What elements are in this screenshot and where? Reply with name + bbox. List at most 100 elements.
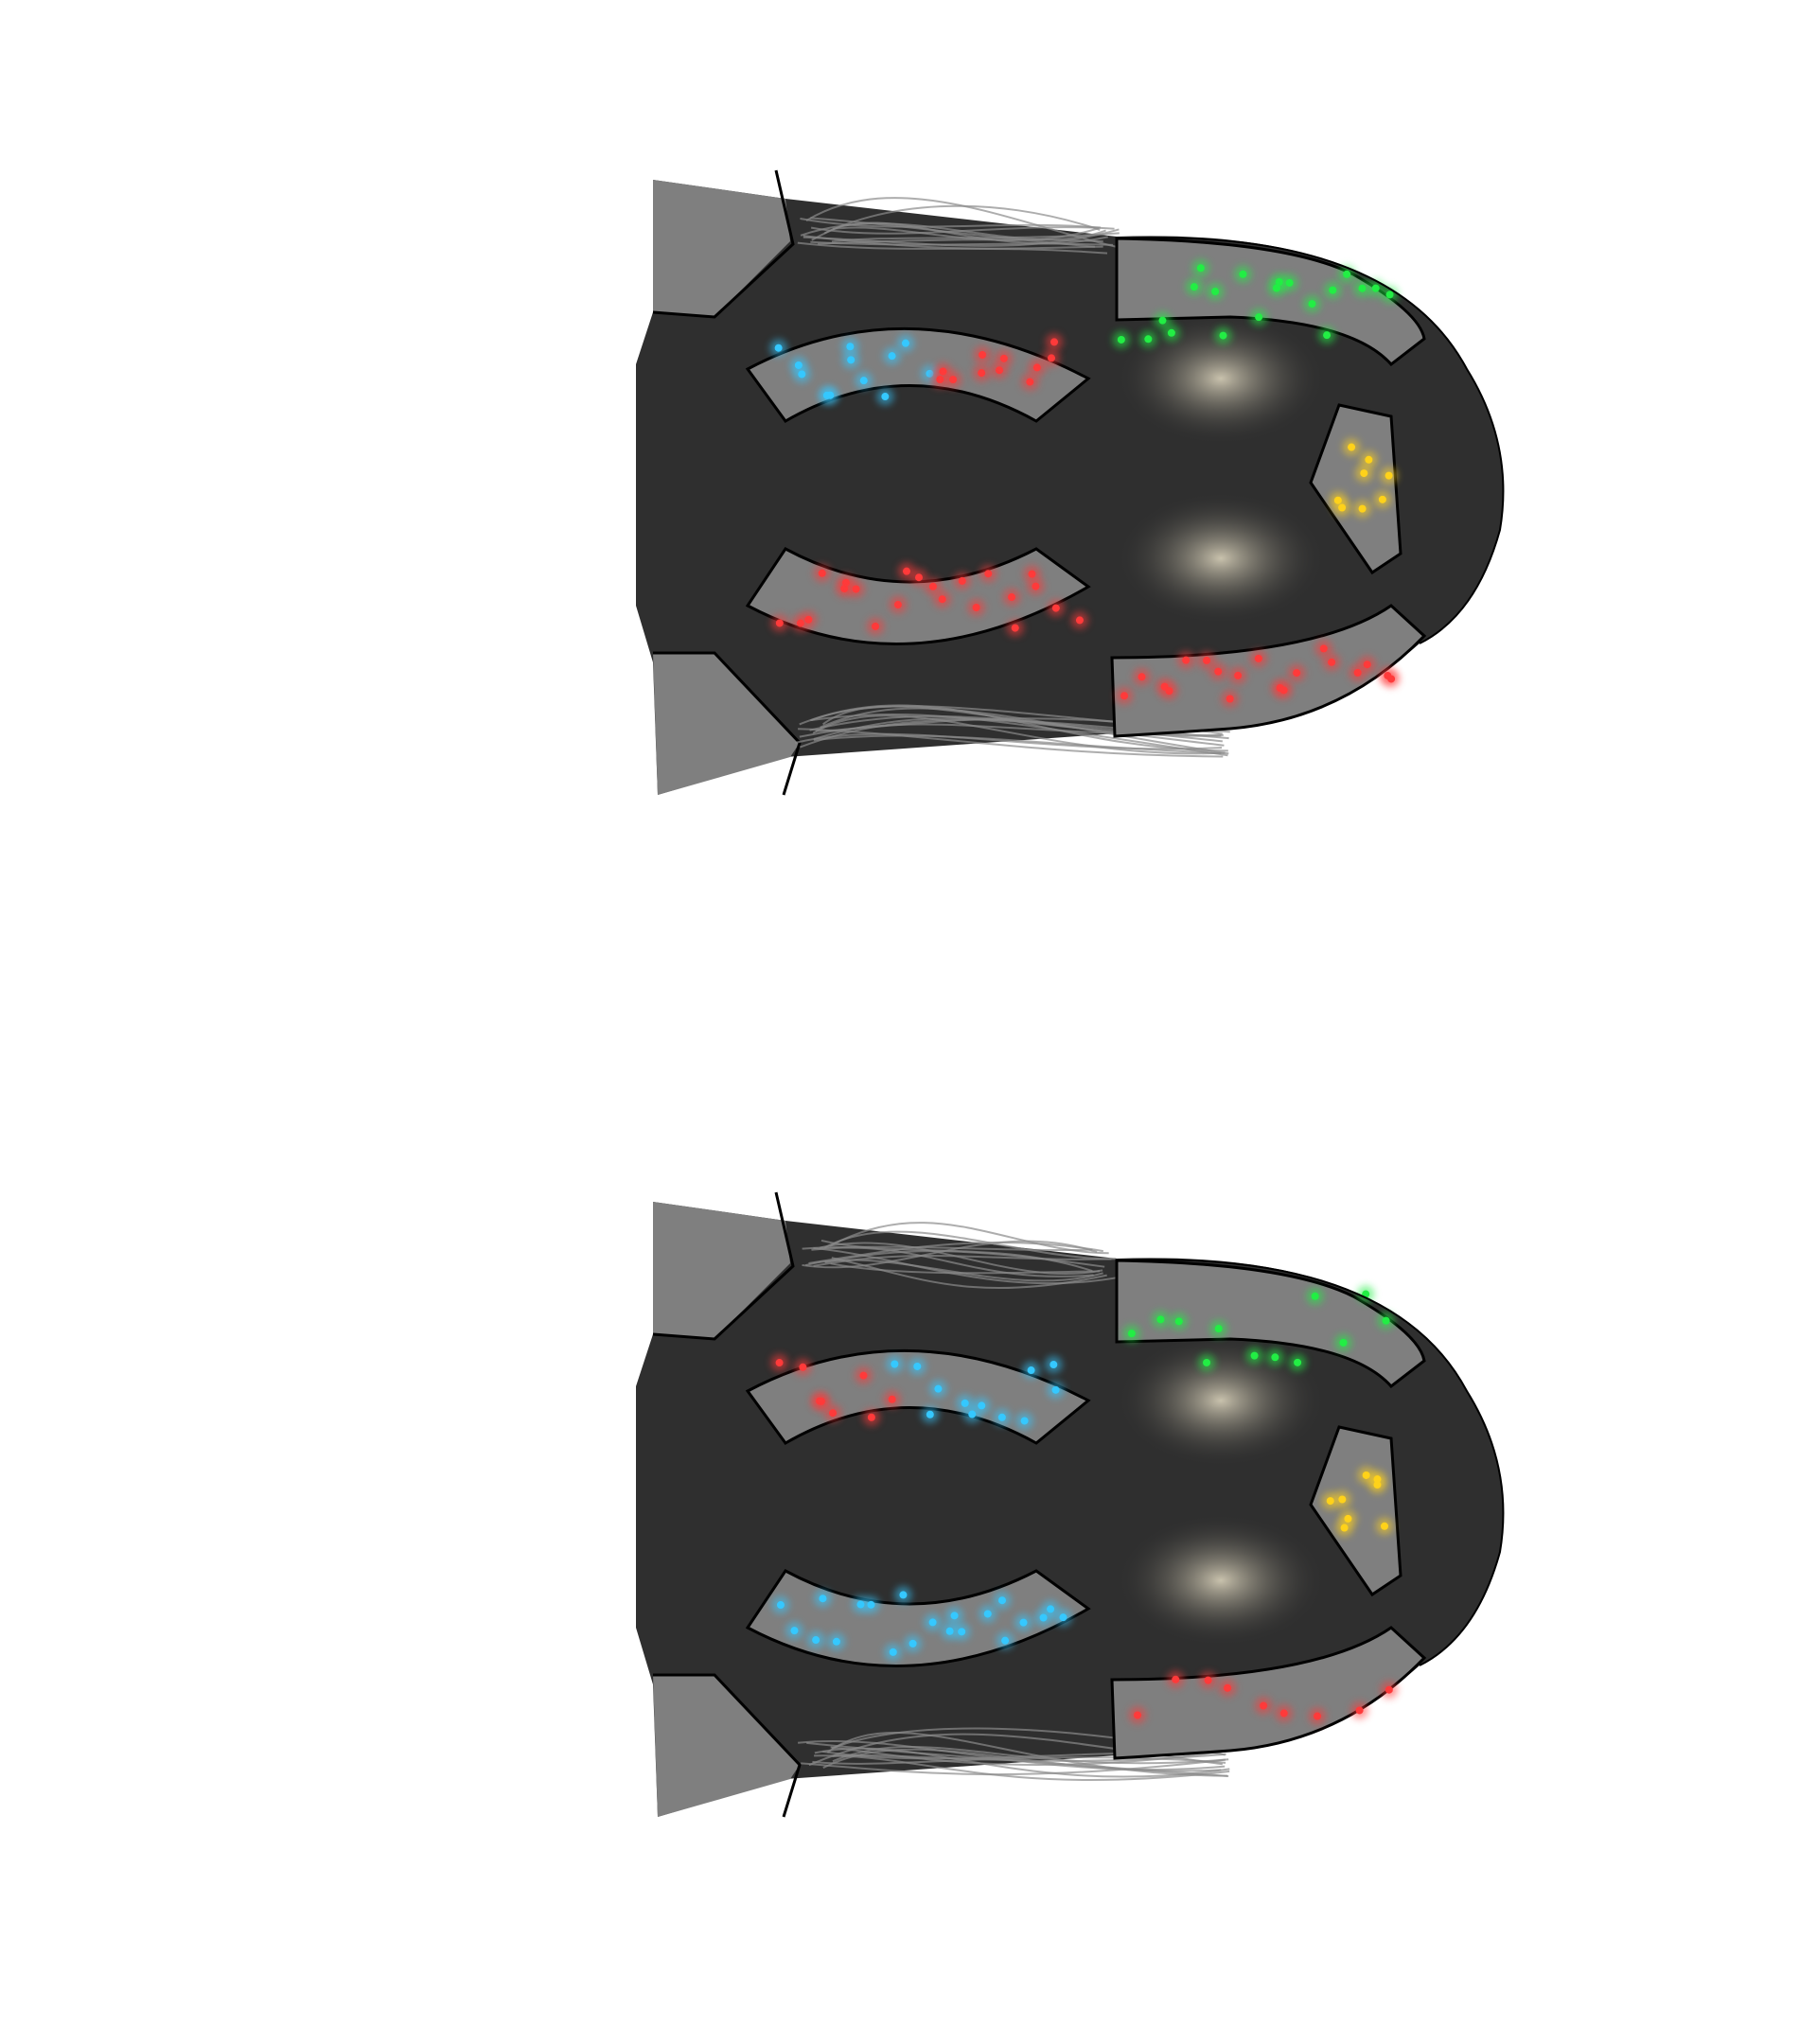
- led-red: [1328, 658, 1336, 666]
- wire-upper: [818, 238, 1103, 245]
- wire-upper: [808, 1242, 1103, 1264]
- lower-seam: [653, 1673, 802, 1818]
- wire-lower: [820, 707, 1229, 755]
- led-red: [1182, 656, 1191, 664]
- led-red: [1120, 692, 1129, 700]
- crown-plate-panel: [1309, 403, 1402, 575]
- wire-lower: [794, 732, 1223, 750]
- wire-lower: [822, 1748, 1222, 1772]
- led-red: [1355, 1706, 1364, 1715]
- lower-side-flap: [653, 1675, 800, 1817]
- wire-lower: [832, 1745, 1229, 1765]
- led-cyan: [899, 1591, 908, 1599]
- wire-lower: [812, 714, 1226, 755]
- led-red: [995, 366, 1003, 375]
- wire-upper: [813, 1254, 1117, 1267]
- wire-upper: [823, 1230, 1112, 1260]
- led-green: [1190, 283, 1198, 291]
- led-red: [978, 369, 986, 378]
- led-red: [1387, 675, 1396, 683]
- upper-bulb-glow: [1117, 1334, 1325, 1467]
- upper-bulb-glow: [1117, 312, 1325, 445]
- led-yellow: [1385, 471, 1393, 480]
- back-lower-band-panel: [1110, 1626, 1427, 1760]
- upper-side-flap: [653, 180, 790, 317]
- led-yellow: [1360, 469, 1368, 478]
- led-red: [1026, 378, 1034, 386]
- led-yellow: [1378, 495, 1386, 503]
- led-yellow: [1362, 1471, 1370, 1479]
- wire-upper: [829, 1222, 1109, 1255]
- led-cyan: [832, 1637, 840, 1646]
- led-green: [1339, 1338, 1348, 1347]
- led-green: [1211, 288, 1220, 296]
- led-red: [829, 1409, 838, 1418]
- led-red: [1214, 667, 1223, 676]
- led-cyan: [997, 1413, 1006, 1421]
- led-cyan: [881, 393, 890, 401]
- wire-lower: [798, 728, 1224, 758]
- led-cyan: [867, 1600, 875, 1609]
- led-green: [1323, 331, 1332, 340]
- wire-upper: [797, 241, 1108, 255]
- lower-side-flap: [653, 653, 800, 795]
- led-green: [1255, 313, 1263, 322]
- led-green: [1127, 1330, 1136, 1338]
- led-red: [1165, 687, 1173, 696]
- led-cyan: [1027, 1366, 1035, 1375]
- upper-side-flap: [653, 1202, 790, 1339]
- led-red: [1075, 616, 1084, 625]
- led-green: [1117, 335, 1125, 344]
- led-cyan: [776, 1601, 785, 1610]
- led-yellow: [1358, 504, 1367, 513]
- led-red: [1224, 1683, 1232, 1692]
- led-cyan: [913, 1362, 922, 1370]
- led-red: [949, 376, 958, 384]
- led-green: [1219, 331, 1227, 340]
- led-cyan: [908, 1639, 917, 1648]
- led-red: [1353, 668, 1362, 677]
- led-green: [1196, 264, 1205, 273]
- led-green: [1329, 286, 1337, 294]
- led-red: [939, 367, 947, 376]
- led-red: [1204, 1676, 1212, 1684]
- led-cyan: [847, 356, 856, 364]
- crown-outline: [1116, 1259, 1505, 1666]
- led-red: [1319, 644, 1328, 653]
- led-green: [1144, 335, 1153, 344]
- led-red: [1203, 656, 1211, 664]
- cap-illustration-bottom: [636, 1191, 1505, 1818]
- led-red: [914, 573, 923, 582]
- led-red: [817, 1397, 825, 1405]
- led-yellow: [1348, 443, 1356, 451]
- led-green: [1358, 284, 1367, 292]
- led-red: [818, 569, 826, 577]
- led-red: [1011, 624, 1019, 632]
- led-cyan: [945, 1627, 954, 1635]
- led-cyan: [1047, 1605, 1055, 1613]
- led-cyan: [958, 1628, 966, 1636]
- led-yellow: [1326, 1497, 1334, 1506]
- back-lower-band-panel: [1110, 604, 1427, 738]
- led-red: [902, 567, 910, 575]
- wire-upper: [800, 218, 1102, 229]
- led-yellow: [1333, 496, 1342, 504]
- led-cyan: [934, 1384, 943, 1393]
- led-red: [1279, 1709, 1288, 1718]
- led-red: [859, 1371, 868, 1380]
- led-cyan: [826, 391, 835, 399]
- led-yellow: [1365, 455, 1373, 464]
- led-green: [1174, 1317, 1183, 1326]
- led-yellow: [1373, 1475, 1382, 1484]
- led-red: [841, 578, 850, 587]
- led-cyan: [856, 1600, 865, 1609]
- led-red: [852, 585, 860, 593]
- led-red: [984, 570, 993, 578]
- led-cyan: [983, 1610, 992, 1618]
- led-cyan: [926, 369, 934, 378]
- led-green: [1311, 1292, 1319, 1300]
- led-green: [1156, 1315, 1165, 1324]
- led-red: [1313, 1712, 1321, 1720]
- upper-seam: [652, 1191, 795, 1341]
- wire-upper: [810, 226, 1115, 235]
